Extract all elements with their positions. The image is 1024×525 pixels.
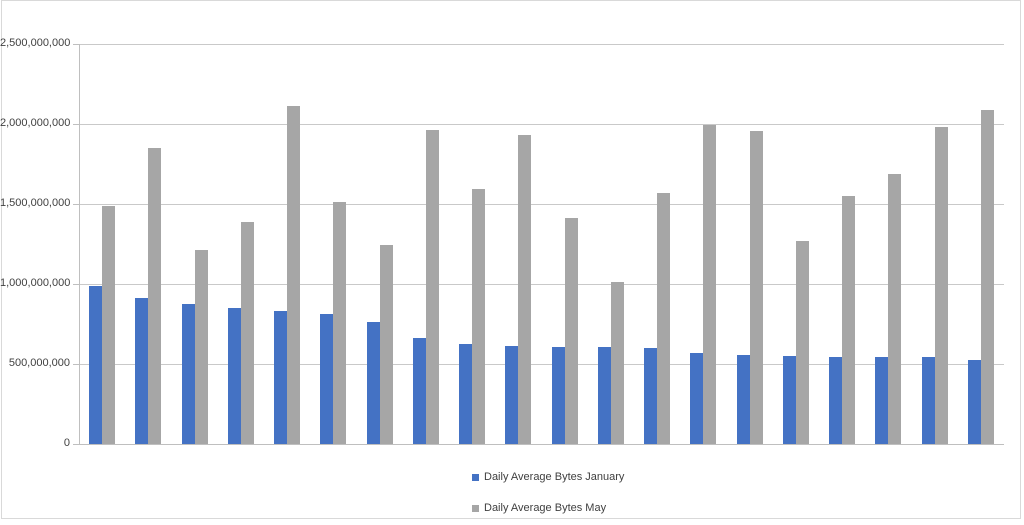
y-tick	[73, 44, 79, 45]
bar-january-15	[736, 355, 750, 444]
y-tick-label: 0	[63, 437, 70, 449]
bar-january-18	[875, 357, 889, 444]
bar-may-5	[287, 106, 301, 444]
legend-swatch-may-icon	[472, 504, 479, 512]
bar-january-7	[366, 322, 380, 444]
y-tick	[73, 364, 79, 365]
bar-may-18	[888, 174, 902, 444]
y-tick-label: 1,500,000,000	[0, 197, 71, 209]
bar-may-3	[194, 249, 208, 444]
bar-january-1	[89, 285, 103, 444]
bar-may-9	[472, 188, 486, 444]
y-axis-line	[79, 44, 80, 444]
bar-january-4	[227, 307, 241, 444]
y-tick-label: 1,000,000,000	[0, 277, 71, 289]
x-axis-line	[79, 444, 1004, 445]
bar-january-5	[274, 311, 288, 444]
legend-label-january: Daily Average Bytes January	[484, 471, 625, 483]
bar-may-6	[333, 202, 347, 444]
legend-item-january: Daily Average Bytes January	[472, 471, 624, 483]
y-tick-label: 500,000,000	[8, 357, 70, 369]
bar-may-14	[703, 124, 717, 444]
bar-may-7	[379, 244, 393, 444]
gridline	[79, 284, 1004, 285]
bar-may-8	[425, 130, 439, 444]
bar-january-20	[967, 360, 981, 444]
bar-january-2	[135, 297, 149, 444]
bar-january-14	[690, 352, 704, 444]
bar-january-12	[597, 347, 611, 444]
bar-may-11	[564, 217, 578, 444]
y-tick	[73, 284, 79, 285]
bar-january-11	[551, 346, 565, 444]
bar-may-13	[657, 192, 671, 444]
bar-january-10	[505, 346, 519, 444]
bar-may-10	[518, 135, 532, 444]
y-tick	[73, 124, 79, 125]
gridline	[79, 44, 1004, 45]
bar-may-12	[610, 281, 624, 444]
bar-january-13	[644, 348, 658, 444]
bar-january-17	[829, 356, 843, 444]
bar-january-6	[320, 313, 334, 444]
y-tick	[73, 204, 79, 205]
bar-may-17	[842, 196, 856, 444]
y-tick	[73, 444, 79, 445]
legend: Daily Average Bytes January Daily Averag…	[472, 471, 624, 525]
gridline	[79, 204, 1004, 205]
y-tick-label: 2,500,000,000	[0, 37, 71, 49]
bar-january-19	[921, 357, 935, 444]
gridline	[79, 364, 1004, 365]
bar-may-4	[240, 221, 254, 444]
legend-swatch-january-icon	[472, 473, 479, 481]
bar-january-16	[782, 355, 796, 444]
bar-may-2	[148, 148, 162, 444]
bar-january-9	[459, 343, 473, 444]
y-tick-label: 2,000,000,000	[0, 117, 71, 129]
gridline	[79, 124, 1004, 125]
legend-label-may: Daily Average Bytes May	[484, 502, 607, 514]
bar-january-8	[412, 338, 426, 444]
bar-may-19	[934, 127, 948, 444]
bar-may-1	[102, 205, 116, 444]
bar-may-15	[749, 131, 763, 444]
bar-may-16	[795, 240, 809, 444]
legend-item-may: Daily Average Bytes May	[472, 502, 624, 514]
bar-january-3	[181, 303, 195, 444]
bar-may-20	[980, 109, 994, 444]
